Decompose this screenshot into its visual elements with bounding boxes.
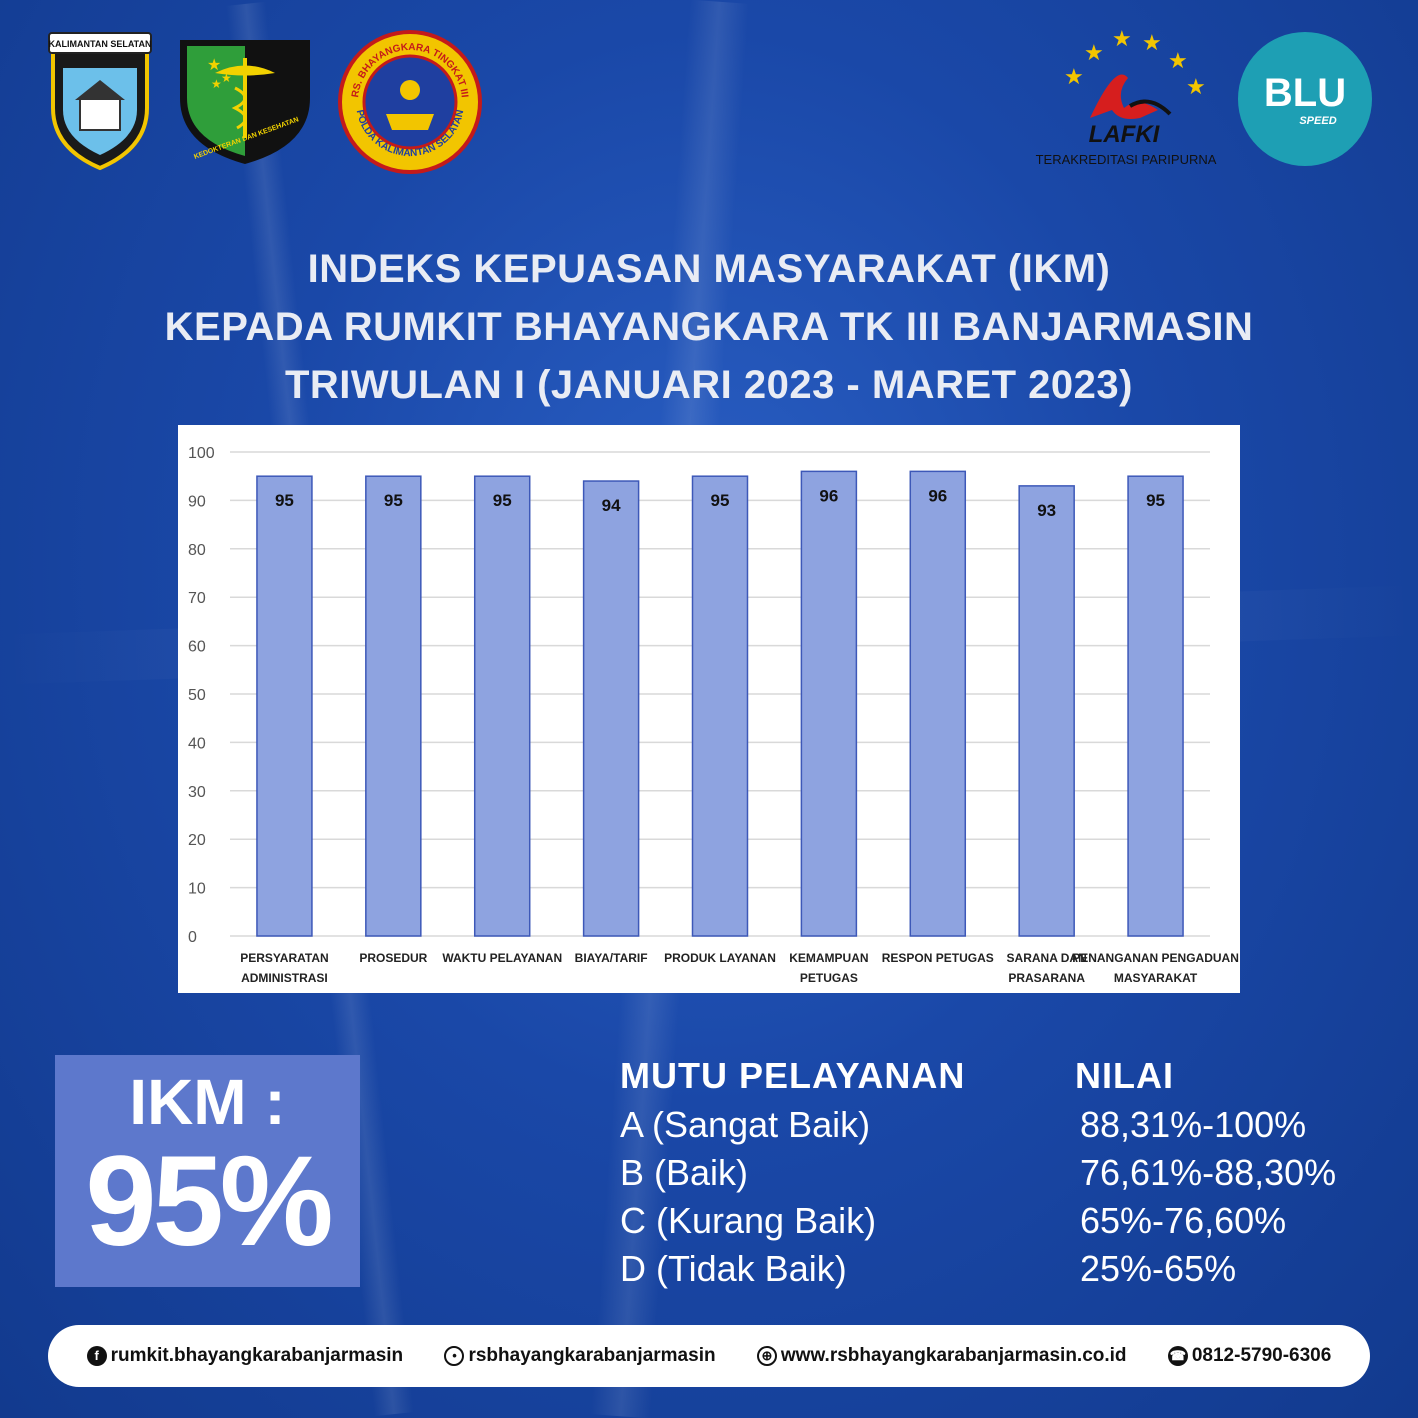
y-tick-label: 10: [188, 881, 206, 898]
bar: [800, 470, 858, 937]
scale-row: D (Tidak Baik) 25%-65%: [620, 1245, 1380, 1293]
title-line-1: INDEKS KEPUASAN MASYARAKAT (IKM): [307, 247, 1111, 291]
quality-scale-table: MUTU PELAYANAN NILAI A (Sangat Baik) 88,…: [620, 1055, 1380, 1293]
scale-range: 76,61%-88,30%: [1080, 1152, 1337, 1193]
scale-row: A (Sangat Baik) 88,31%-100%: [620, 1101, 1380, 1149]
scale-grade: C (Kurang Baik): [620, 1200, 877, 1241]
x-tick-label: WAKTU PELAYANAN: [442, 951, 562, 965]
x-tick-label: RESPON PETUGAS: [882, 951, 994, 965]
scale-header-value: NILAI: [1075, 1055, 1174, 1096]
polda-logo: KALIMANTAN SELATAN: [48, 32, 152, 171]
data-label: 94: [602, 496, 621, 515]
data-label: 95: [493, 491, 512, 510]
data-label: 96: [819, 486, 838, 505]
bar: [691, 475, 749, 937]
facebook-handle: rumkit.bhayangkarabanjarmasin: [110, 1345, 404, 1366]
blu-speed-logo: BLU SPEED: [1238, 32, 1372, 166]
x-tick-label: PERSYARATAN: [240, 951, 328, 965]
bar: [1018, 485, 1075, 937]
data-label: 95: [275, 491, 294, 510]
website-contact[interactable]: ⊕ www.rsbhayangkarabanjarmasin.co.id: [756, 1345, 1127, 1367]
bar: [582, 480, 640, 937]
x-tick-label: KEMAMPUAN: [789, 951, 868, 965]
ikm-summary-box: IKM : 95%: [55, 1055, 360, 1287]
svg-text:★: ★: [1084, 40, 1104, 65]
data-label: 96: [928, 486, 947, 505]
x-tick-label: PROSEDUR: [359, 951, 427, 965]
bar: [1127, 475, 1184, 937]
lafki-name: LAFKI: [1089, 121, 1161, 148]
y-tick-label: 80: [188, 542, 206, 559]
kedokteran-logo: ★ ★ ★ KEDOKTERAN DAN KESEHATAN: [180, 40, 310, 164]
bar: [909, 470, 967, 937]
scale-range: 25%-65%: [1080, 1248, 1237, 1289]
y-tick-label: 30: [188, 784, 206, 801]
svg-text:★: ★: [1112, 26, 1132, 51]
ikm-label: IKM :: [129, 1066, 286, 1138]
scale-row: C (Kurang Baik) 65%-76,60%: [620, 1197, 1380, 1245]
title-line-2: KEPADA RUMKIT BHAYANGKARA TK III BANJARM…: [164, 305, 1254, 349]
title-line-3: TRIWULAN I (JANUARI 2023 - MARET 2023): [284, 363, 1133, 407]
x-tick-label: BIAYA/TARIF: [575, 951, 648, 965]
x-tick-label: MASYARAKAT: [1114, 971, 1198, 985]
facebook-icon: f: [86, 1346, 107, 1366]
scale-grade: D (Tidak Baik): [620, 1248, 847, 1289]
y-tick-label: 90: [188, 493, 206, 510]
scale-header: MUTU PELAYANAN NILAI: [620, 1055, 1380, 1101]
data-label: 95: [1146, 491, 1165, 510]
blu-name: BLU: [1264, 71, 1346, 115]
svg-text:★: ★: [221, 71, 232, 85]
instagram-contact[interactable]: • rsbhayangkarabanjarmasin: [444, 1345, 716, 1367]
y-tick-label: 20: [188, 832, 206, 849]
facebook-contact[interactable]: f rumkit.bhayangkarabanjarmasin: [86, 1345, 404, 1367]
lafki-sub: TERAKREDITASI PARIPURNA: [1036, 152, 1217, 167]
scale-range: 65%-76,60%: [1080, 1200, 1287, 1241]
bar-chart: 0 10 20 30 40 50 60 70 80 90 100 95 PERSYARATAN ADMIN…: [178, 425, 1240, 993]
scale-grade: B (Baik): [620, 1152, 749, 1193]
phone-icon: ☎: [1167, 1346, 1188, 1366]
svg-text:★: ★: [207, 57, 221, 74]
bar: [365, 475, 422, 937]
contact-footer: f rumkit.bhayangkarabanjarmasin • rsbhay…: [48, 1325, 1370, 1387]
y-tick-label: 70: [188, 590, 206, 607]
x-tick-label: PRODUK LAYANAN: [664, 951, 776, 965]
data-label: 93: [1037, 501, 1056, 520]
phone-contact[interactable]: ☎ 0812-5790-6306: [1167, 1345, 1332, 1367]
globe-icon: ⊕: [756, 1346, 777, 1366]
page-title: INDEKS KEPUASAN MASYARAKAT (IKM) KEPADA …: [0, 240, 1418, 414]
y-tick-label: 100: [188, 445, 215, 462]
website-url: www.rsbhayangkarabanjarmasin.co.id: [780, 1345, 1127, 1366]
x-tick-label: PRASARANA: [1008, 971, 1085, 985]
svg-text:★: ★: [211, 77, 222, 91]
data-label: 95: [384, 491, 403, 510]
y-tick-label: 60: [188, 639, 206, 656]
svg-text:★: ★: [1168, 48, 1188, 73]
blu-sub: SPEED: [1299, 115, 1336, 127]
scale-grade: A (Sangat Baik): [620, 1104, 871, 1145]
y-tick-label: 50: [188, 687, 206, 704]
x-tick-label: PETUGAS: [800, 971, 858, 985]
scale-row: B (Baik) 76,61%-88,30%: [620, 1149, 1380, 1197]
y-tick-label: 40: [188, 735, 206, 752]
phone-number: 0812-5790-6306: [1191, 1345, 1332, 1366]
bar: [473, 475, 531, 937]
svg-text:★: ★: [1064, 64, 1084, 89]
data-label: 95: [711, 491, 730, 510]
scale-header-quality: MUTU PELAYANAN: [620, 1055, 966, 1096]
instagram-handle: rsbhayangkarabanjarmasin: [468, 1345, 716, 1366]
svg-text:★: ★: [1142, 30, 1162, 55]
rs-bhayangkara-logo: RS. BHAYANGKARA TINGKAT III POLDA KALIMA…: [338, 30, 482, 174]
scale-range: 88,31%-100%: [1080, 1104, 1307, 1145]
x-tick-label: ADMINISTRASI: [241, 971, 328, 985]
bar: [256, 475, 313, 937]
x-tick-label: SARANA DAN: [1007, 951, 1087, 965]
svg-text:★: ★: [1186, 74, 1206, 99]
instagram-icon: •: [444, 1346, 465, 1366]
polda-band-text: KALIMANTAN SELATAN: [49, 39, 152, 49]
y-tick-label: 0: [188, 929, 197, 946]
lafki-logo: ★ ★★ ★★ ★ LAFKI TERAKREDITASI PARIPURNA: [1036, 26, 1217, 167]
ikm-value: 95%: [85, 1130, 333, 1273]
bar-chart-svg: 0 10 20 30 40 50 60 70 80 90 100 95 PERSYARATAN ADMIN…: [188, 445, 1239, 985]
x-tick-label: PENANGANAN PENGADUAN: [1072, 951, 1239, 965]
